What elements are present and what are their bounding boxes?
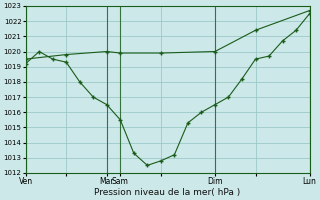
X-axis label: Pression niveau de la mer( hPa ): Pression niveau de la mer( hPa ) (94, 188, 241, 197)
